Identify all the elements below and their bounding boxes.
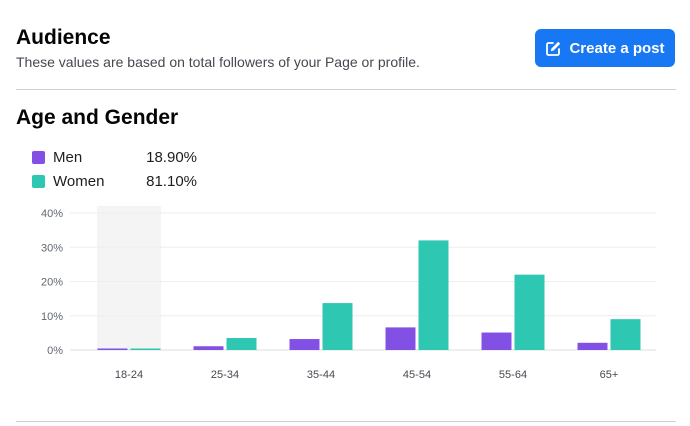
- y-tick-label: 40%: [41, 208, 63, 220]
- page-title: Audience: [16, 26, 111, 49]
- audience-header: Audience These values are based on total…: [0, 0, 690, 90]
- x-tick-label: 55-64: [499, 369, 527, 381]
- x-tick-label: 45-54: [403, 369, 431, 381]
- legend-item-men[interactable]: Men 18.90%: [32, 145, 197, 169]
- age-gender-bar-chart: 0% 10% 20% 30% 40% 18-24 25-34 35-44 45-54 55-64 6…: [41, 206, 656, 381]
- bar-men-35-44: [289, 339, 320, 350]
- bar-men-55-64: [481, 332, 512, 350]
- x-tick-label: 65+: [600, 369, 619, 381]
- create-post-button[interactable]: Create a post: [535, 29, 675, 67]
- legend-label-men: Men: [53, 148, 83, 166]
- chart-legend: Men 18.90% Women 81.10%: [32, 145, 197, 193]
- bar-men-18-24: [97, 348, 128, 350]
- y-tick-label: 10%: [41, 311, 63, 323]
- x-tick-label: 35-44: [307, 369, 335, 381]
- bar-women-35-44: [322, 303, 353, 350]
- bar-men-65+: [577, 342, 608, 350]
- header-divider: [16, 89, 676, 90]
- section-title: Age and Gender: [16, 106, 179, 129]
- legend-label-women: Women: [53, 172, 105, 190]
- legend-swatch-women: [32, 174, 45, 188]
- y-tick-label: 30%: [41, 242, 63, 254]
- x-tick-label: 18-24: [115, 369, 143, 381]
- page-subtitle: These values are based on total follower…: [16, 54, 420, 70]
- bar-women-45-54: [418, 240, 449, 350]
- bar-women-25-34: [226, 338, 257, 350]
- bar-women-18-24: [130, 348, 161, 350]
- bar-men-45-54: [385, 327, 416, 350]
- y-tick-label: 20%: [41, 277, 63, 289]
- hover-highlight-column: [97, 206, 161, 350]
- legend-value-women: 81.10%: [146, 172, 197, 190]
- x-tick-label: 25-34: [211, 369, 239, 381]
- bar-women-55-64: [514, 274, 545, 350]
- edit-icon: [545, 40, 562, 57]
- legend-swatch-men: [32, 150, 45, 164]
- legend-value-men: 18.90%: [146, 148, 197, 166]
- create-post-label: Create a post: [569, 39, 665, 57]
- bar-men-25-34: [193, 346, 224, 350]
- legend-item-women[interactable]: Women 81.10%: [32, 169, 197, 193]
- footer-divider: [16, 421, 676, 422]
- y-tick-label: 0%: [47, 345, 63, 357]
- bar-women-65+: [610, 319, 641, 350]
